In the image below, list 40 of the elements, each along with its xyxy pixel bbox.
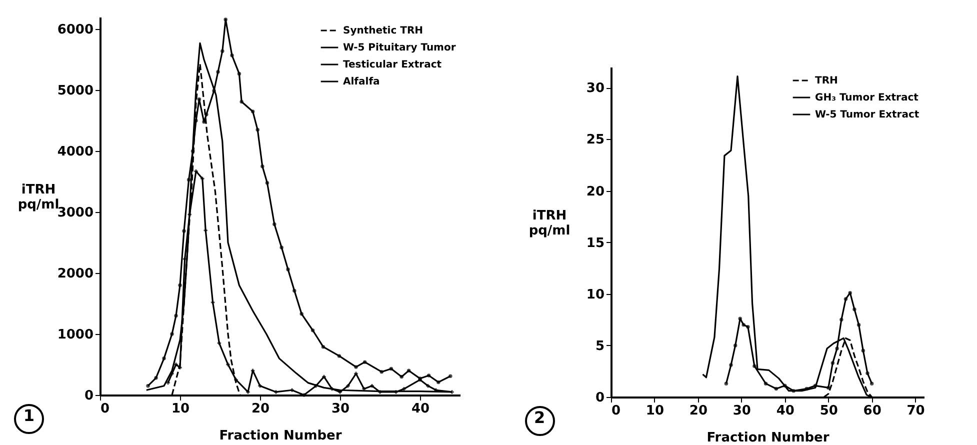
y-tick-label: 15	[586, 236, 604, 251]
y-tick-label: 25	[586, 132, 604, 148]
y-tick-label: 30	[586, 81, 604, 96]
circled-panel-number: 1	[14, 404, 44, 434]
y-tick-label: 5	[595, 338, 604, 354]
x-axis-title: Fraction Number	[706, 430, 830, 445]
legend-label: W-5 Tumor Extract	[814, 110, 919, 120]
y-tick-label: 20	[586, 184, 604, 200]
x-tick-label: 20	[688, 404, 708, 418]
x-tick-label: 50	[819, 404, 838, 418]
x-tick-label: 40	[776, 404, 794, 418]
legend-label: Synthetic TRH	[343, 26, 424, 36]
x-tick-label: 30	[732, 404, 751, 418]
y-axis-title: iTRH pq/ml	[18, 182, 60, 212]
x-axis-title: Fraction Number	[219, 428, 342, 444]
y-axis-title: iTRH pq/ml	[528, 208, 570, 238]
y-tick-label: 4000	[57, 144, 94, 160]
x-tick-label: 70	[906, 404, 924, 418]
x-tick-label: 20	[251, 402, 270, 416]
x-tick-label: 10	[646, 404, 664, 418]
x-tick-label: 40	[411, 402, 430, 416]
y-tick-label: 2000	[57, 266, 94, 282]
x-tick-label: 0	[611, 404, 620, 418]
x-tick-label: 60	[862, 404, 881, 418]
legend-label: Testicular Extract	[343, 60, 442, 70]
legend-label: TRH	[814, 76, 838, 86]
y-tick-label: 3000	[57, 206, 94, 221]
y-tick-label: 0	[595, 390, 604, 406]
legend-label: W-5 Pituitary Tumor	[343, 42, 456, 54]
x-tick-label: 0	[100, 402, 110, 416]
legend-label: Alfalfa	[343, 76, 380, 88]
x-tick-label: 10	[171, 402, 190, 416]
legend-label: GH₃ Tumor Extract	[814, 92, 918, 104]
y-tick-label: 6000	[57, 22, 94, 38]
x-tick-label: 30	[331, 402, 350, 416]
y-tick-label: 0	[84, 388, 94, 404]
circled-panel-number: 2	[524, 406, 555, 436]
y-tick-label: 10	[586, 287, 604, 302]
y-tick-label: 1000	[57, 328, 94, 343]
y-tick-label: 5000	[57, 84, 94, 99]
